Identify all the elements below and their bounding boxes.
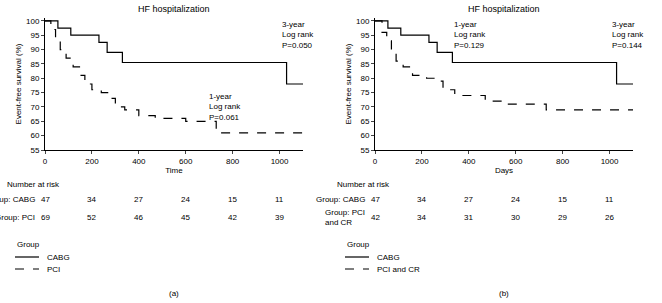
svg-text:800: 800 <box>556 157 570 166</box>
svg-text:CABG: CABG <box>47 253 70 262</box>
svg-text:34: 34 <box>87 195 96 204</box>
svg-text:42: 42 <box>228 213 237 222</box>
svg-text:60: 60 <box>30 131 39 140</box>
svg-text:46: 46 <box>134 213 143 222</box>
svg-text:Number at risk: Number at risk <box>7 180 60 189</box>
svg-text:65: 65 <box>360 117 369 126</box>
svg-text:90: 90 <box>360 45 369 54</box>
svg-text:80: 80 <box>360 74 369 83</box>
svg-text:600: 600 <box>179 157 193 166</box>
svg-text:11: 11 <box>605 195 614 204</box>
svg-text:Number at risk: Number at risk <box>337 180 390 189</box>
svg-text:PCI: PCI <box>47 265 60 274</box>
svg-text:27: 27 <box>464 195 473 204</box>
svg-text:1-yearLog rankP=0.129: 1-yearLog rankP=0.129 <box>454 20 486 50</box>
svg-text:0: 0 <box>373 157 378 166</box>
svg-text:90: 90 <box>30 45 39 54</box>
svg-text:52: 52 <box>87 213 96 222</box>
svg-text:47: 47 <box>371 195 380 204</box>
svg-text:47: 47 <box>41 195 50 204</box>
svg-text:95: 95 <box>360 31 369 40</box>
svg-text:24: 24 <box>511 195 520 204</box>
svg-text:Event-free survival (%): Event-free survival (%) <box>14 43 23 124</box>
svg-text:CABG: CABG <box>377 253 400 262</box>
svg-text:3-yearLog rankP=0.144: 3-yearLog rankP=0.144 <box>612 20 644 50</box>
svg-text:Group: Group <box>17 240 40 249</box>
svg-text:600: 600 <box>509 157 523 166</box>
svg-text:Group: CABG: Group: CABG <box>316 195 365 204</box>
svg-text:100: 100 <box>26 17 40 26</box>
svg-text:(a): (a) <box>169 289 179 298</box>
svg-text:Group: PCIand CR: Group: PCIand CR <box>325 208 365 227</box>
svg-text:70: 70 <box>30 103 39 112</box>
svg-text:42: 42 <box>371 213 380 222</box>
svg-text:31: 31 <box>464 213 473 222</box>
svg-text:HF hospitalization: HF hospitalization <box>138 4 210 14</box>
svg-text:(b): (b) <box>499 289 509 298</box>
svg-text:Group: Group <box>347 240 370 249</box>
svg-text:PCI and CR: PCI and CR <box>377 265 420 274</box>
svg-text:85: 85 <box>360 60 369 69</box>
svg-text:Event-free survival (%): Event-free survival (%) <box>344 43 353 124</box>
svg-text:800: 800 <box>226 157 240 166</box>
svg-text:24: 24 <box>181 195 190 204</box>
svg-text:100: 100 <box>356 17 370 26</box>
svg-text:200: 200 <box>415 157 429 166</box>
svg-text:15: 15 <box>228 195 237 204</box>
svg-text:400: 400 <box>132 157 146 166</box>
svg-text:85: 85 <box>30 60 39 69</box>
svg-text:27: 27 <box>134 195 143 204</box>
svg-text:15: 15 <box>558 195 567 204</box>
svg-text:Days: Days <box>495 166 513 175</box>
svg-text:55: 55 <box>360 146 369 155</box>
svg-text:34: 34 <box>417 195 426 204</box>
svg-text:60: 60 <box>360 131 369 140</box>
svg-text:29: 29 <box>558 213 567 222</box>
svg-text:95: 95 <box>30 31 39 40</box>
svg-text:75: 75 <box>360 88 369 97</box>
svg-text:400: 400 <box>462 157 476 166</box>
svg-text:200: 200 <box>85 157 99 166</box>
svg-text:Group: PCI: Group: PCI <box>0 213 35 222</box>
svg-text:45: 45 <box>181 213 190 222</box>
svg-text:39: 39 <box>275 213 284 222</box>
svg-text:1-yearLog rankP=0.061: 1-yearLog rankP=0.061 <box>209 92 241 122</box>
svg-text:1000: 1000 <box>601 157 619 166</box>
svg-text:11: 11 <box>275 195 284 204</box>
svg-text:75: 75 <box>30 88 39 97</box>
svg-text:34: 34 <box>417 213 426 222</box>
svg-text:80: 80 <box>30 74 39 83</box>
svg-text:0: 0 <box>43 157 48 166</box>
svg-text:69: 69 <box>41 213 50 222</box>
svg-text:HF hospitalization: HF hospitalization <box>468 4 540 14</box>
svg-text:70: 70 <box>360 103 369 112</box>
svg-text:30: 30 <box>511 213 520 222</box>
svg-text:Group: CABG: Group: CABG <box>0 195 35 204</box>
svg-text:Time: Time <box>165 166 183 175</box>
svg-text:65: 65 <box>30 117 39 126</box>
svg-text:26: 26 <box>605 213 614 222</box>
svg-text:1000: 1000 <box>271 157 289 166</box>
svg-text:3-yearLog rankP=0.050: 3-yearLog rankP=0.050 <box>282 20 314 50</box>
svg-text:55: 55 <box>30 146 39 155</box>
